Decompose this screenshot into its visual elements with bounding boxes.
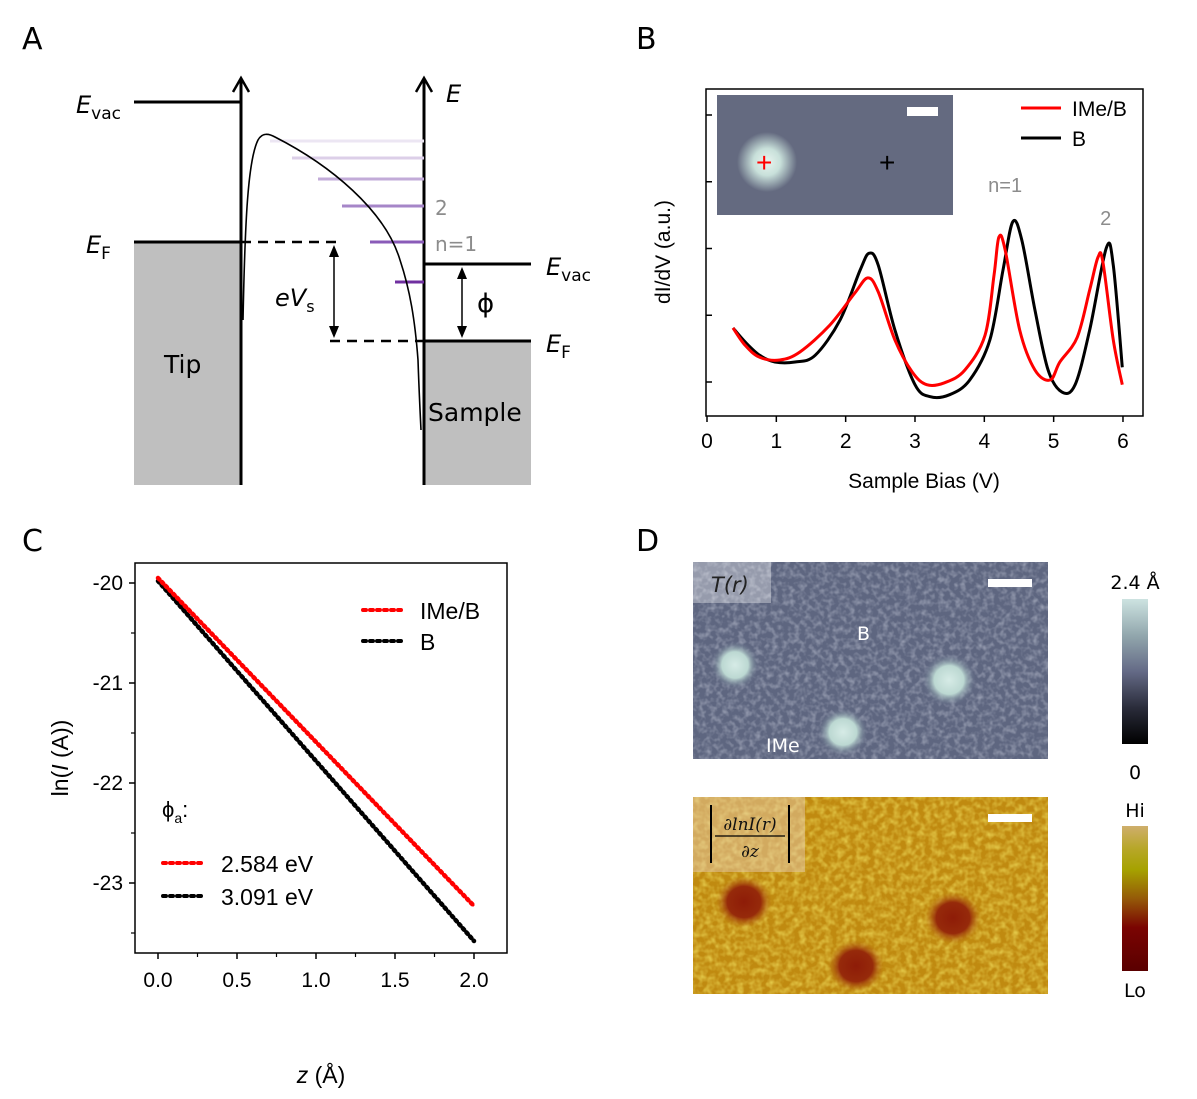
x-tick-label: 0.0 xyxy=(143,969,172,992)
legend-label-imeb: IMe/B xyxy=(1072,98,1127,121)
decay-colorbar-lo: Lo xyxy=(1124,980,1146,1002)
legend-label-b: B xyxy=(420,629,435,655)
x-tick-label: 1.5 xyxy=(380,969,409,992)
panel-c-label: C xyxy=(22,524,43,559)
series-line-imeb xyxy=(731,233,1124,387)
x-ticks: 0.0 0.5 1.0 1.5 2.0 xyxy=(143,953,489,992)
x-tick-label: 4 xyxy=(978,430,990,453)
plot-frame xyxy=(134,562,508,954)
decay-rate-colorbar xyxy=(1122,826,1148,971)
y-ticks: -20 -21 -22 -23 xyxy=(93,572,135,934)
decay-map-label-numerator: ∂lnI(r) xyxy=(723,815,776,835)
x-axis-label: Sample Bias (V) xyxy=(848,470,1000,493)
plot-frame xyxy=(705,88,1144,417)
topography-map xyxy=(693,562,1048,759)
x-tick-label: 2 xyxy=(840,430,852,453)
molecule-spot xyxy=(818,708,868,756)
map-label-box xyxy=(693,562,771,603)
molecule-spot xyxy=(716,876,772,928)
x-axis-label: z (Å) xyxy=(296,1061,346,1088)
x-ticks: 0 1 2 3 4 5 6 xyxy=(701,416,1129,453)
molecule-spot xyxy=(828,940,884,992)
annotations: n=1 2 xyxy=(988,175,1111,230)
legend-label-b: B xyxy=(1072,128,1086,151)
y-axis-label: dI/dV (a.u.) xyxy=(652,200,675,304)
y-tick-label: -22 xyxy=(93,772,123,795)
x-tick-label: 0 xyxy=(701,430,713,453)
fit-value-imeb: 2.584 eV xyxy=(221,851,314,877)
legend-label-imeb: IMe/B xyxy=(420,598,480,624)
decay-rate-map xyxy=(693,797,1048,994)
topography-scale-bar xyxy=(988,579,1032,587)
decay-colorbar-hi: Hi xyxy=(1125,800,1145,822)
molecule-spot xyxy=(711,641,759,689)
inset-molecule-spot xyxy=(737,132,797,192)
y-tick-label: -20 xyxy=(93,572,123,595)
fit-line-imeb xyxy=(157,577,475,907)
peak-annotation: 2 xyxy=(1100,208,1111,230)
y-axis-label: ln(I (A)) xyxy=(47,720,73,797)
series-group xyxy=(155,575,477,944)
series-line-b xyxy=(731,218,1124,400)
region-label-ime: IMe xyxy=(766,735,800,757)
x-tick-label: 0.5 xyxy=(222,969,251,992)
y-ticks xyxy=(706,114,712,383)
decay-map-scale-bar xyxy=(988,814,1032,822)
panel-a-label: A xyxy=(22,22,43,57)
inset-scale-bar xyxy=(907,107,938,116)
topography-colorbar-max: 2.4 Å xyxy=(1110,572,1160,594)
fit-value-b: 3.091 eV xyxy=(221,884,314,910)
peak-annotation: n=1 xyxy=(988,175,1022,197)
molecule-spot xyxy=(922,654,976,706)
y-tick-label: -23 xyxy=(93,872,123,895)
panel-b-label: B xyxy=(636,22,657,57)
topography-colorbar-min: 0 xyxy=(1128,762,1142,784)
series-group xyxy=(731,218,1124,400)
fit-line-b xyxy=(157,580,475,942)
inset-red-marker-icon: + xyxy=(756,147,772,178)
panel-d-label: D xyxy=(636,524,660,559)
y-tick-label: -21 xyxy=(93,672,123,695)
x-tick-label: 2.0 xyxy=(459,969,488,992)
phi-a-label: ϕa: xyxy=(162,797,188,826)
x-tick-label: 5 xyxy=(1048,430,1060,453)
molecule-spot xyxy=(925,892,981,944)
x-tick-label: 1.0 xyxy=(301,969,330,992)
x-tick-label: 3 xyxy=(909,430,921,453)
region-label-b: B xyxy=(857,623,870,645)
inset-black-marker-icon: + xyxy=(879,147,895,178)
topography-colorbar xyxy=(1122,599,1148,744)
decay-map-label-denominator: ∂z xyxy=(741,842,760,862)
topography-map-label: T(r) xyxy=(711,573,749,597)
x-tick-label: 6 xyxy=(1117,430,1129,453)
x-tick-label: 1 xyxy=(770,430,782,453)
